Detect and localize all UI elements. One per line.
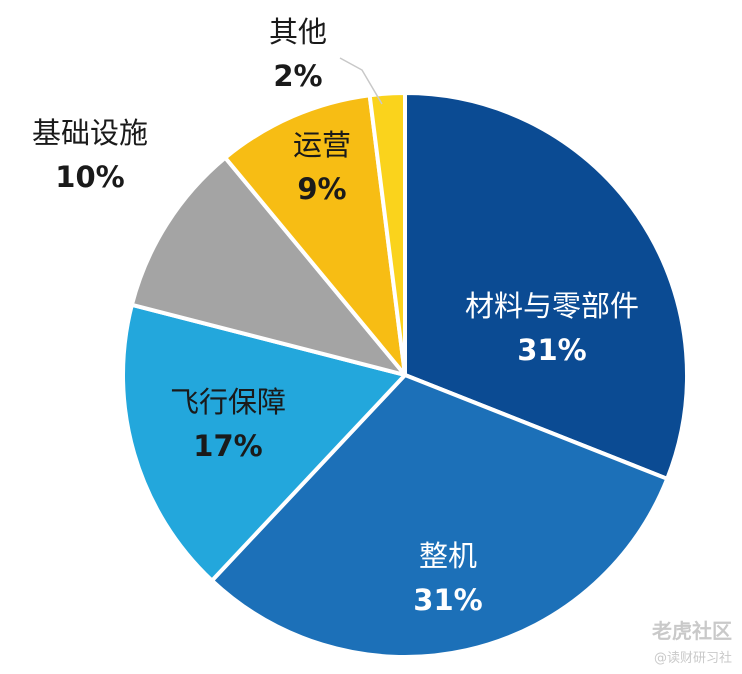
leader-line: [339, 57, 383, 105]
slice-value-label: 2%: [273, 59, 322, 93]
pie-slice: [223, 93, 407, 377]
pie-slice: [209, 373, 670, 659]
slice-value-label: 9%: [297, 172, 346, 206]
slice-label: 基础设施: [32, 116, 148, 150]
slice-label: 材料与零部件: [465, 289, 639, 323]
slice-value-label: 17%: [193, 429, 262, 463]
pie-slice: [403, 91, 689, 481]
slice-label: 飞行保障: [170, 385, 286, 419]
watermark-line2: @读财研习社: [653, 651, 732, 666]
pie-slice: [121, 302, 407, 583]
slice-value-label: 10%: [55, 160, 124, 194]
slice-label: 运营: [293, 128, 351, 162]
watermark-line1: 老虎社区: [652, 619, 732, 643]
slice-label: 整机: [419, 539, 477, 573]
pie-slice: [129, 155, 407, 377]
slice-value-label: 31%: [413, 583, 482, 617]
slice-label: 其他: [269, 15, 327, 49]
pie-slice: [367, 90, 407, 377]
slice-value-label: 31%: [517, 333, 586, 367]
